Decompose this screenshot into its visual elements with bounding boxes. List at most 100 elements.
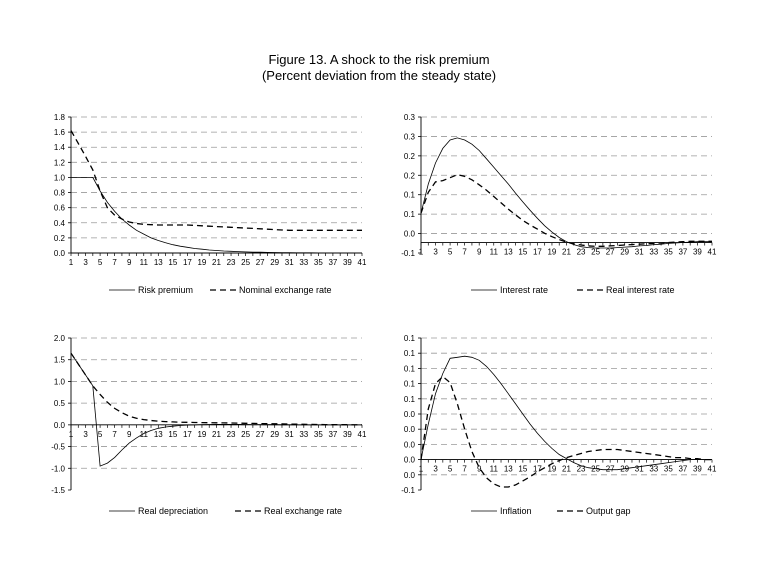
x-tick-label: 23 (227, 258, 236, 267)
y-tick-label: -0.1 (401, 486, 415, 495)
x-tick-label: 41 (358, 258, 367, 267)
y-tick-label: 0.8 (54, 189, 66, 198)
x-tick-label: 17 (183, 430, 192, 439)
x-tick-label: 7 (112, 258, 117, 267)
x-tick-label: 23 (577, 248, 586, 257)
y-tick-label: -1.5 (51, 486, 65, 495)
x-tick-label: 37 (328, 430, 337, 439)
y-tick-label: 1.0 (54, 173, 66, 182)
x-tick-label: 5 (98, 430, 103, 439)
chart-risk-premium: 0.00.20.40.60.81.01.21.41.61.81 3 5 7 9 11 13 1… (54, 113, 367, 295)
x-tick-label: 41 (708, 465, 717, 474)
x-tick-label: 21 (562, 465, 571, 474)
x-tick-label: 13 (154, 258, 163, 267)
y-tick-label: 0.2 (404, 152, 416, 161)
y-tick-label: 0.1 (404, 395, 416, 404)
series-line-interest-rate (420, 137, 712, 249)
y-tick-label: -0.1 (401, 249, 415, 258)
x-tick-label: 25 (241, 430, 250, 439)
y-tick-label: 1.0 (54, 377, 66, 386)
x-tick-label: 35 (664, 248, 673, 257)
y-tick-label: 1.2 (54, 158, 66, 167)
x-tick-label: 27 (256, 258, 265, 267)
legend-label-risk-premium: Risk premium (138, 285, 193, 295)
x-tick-label: 29 (270, 430, 279, 439)
x-tick-label: 21 (212, 258, 221, 267)
x-tick-label: 33 (299, 430, 308, 439)
y-tick-label: 0.1 (404, 210, 416, 219)
x-tick-label: 17 (533, 248, 542, 257)
x-tick-label: 7 (112, 430, 117, 439)
x-tick-label: 15 (168, 258, 177, 267)
x-tick-label: 13 (504, 465, 513, 474)
x-tick-label: 19 (547, 248, 556, 257)
y-tick-label: 0.2 (404, 171, 416, 180)
legend-label-nominal-exchange-rate: Nominal exchange rate (239, 285, 332, 295)
x-tick-label: 19 (197, 430, 206, 439)
x-tick-label: 13 (154, 430, 163, 439)
series-line-risk-premium (71, 177, 362, 254)
y-tick-label: 1.4 (54, 143, 66, 152)
y-tick-label: 0.1 (404, 380, 416, 389)
x-tick-label: 37 (678, 465, 687, 474)
x-tick-label: 27 (606, 465, 615, 474)
figure-title: Figure 13. A shock to the risk premium (268, 52, 490, 67)
x-tick-label: 15 (518, 248, 527, 257)
x-tick-label: 39 (693, 248, 702, 257)
y-tick-label: 2.0 (54, 334, 66, 343)
y-tick-label: 0.0 (404, 456, 416, 465)
x-tick-label: 33 (299, 258, 308, 267)
x-tick-label: 35 (314, 258, 323, 267)
y-tick-label: 0.0 (54, 249, 66, 258)
y-tick-label: 1.6 (54, 128, 66, 137)
y-tick-label: -1.0 (51, 464, 65, 473)
x-tick-label: 1 (69, 258, 74, 267)
y-tick-label: 0.5 (54, 399, 66, 408)
y-tick-label: 0.0 (404, 471, 416, 480)
x-tick-label: 25 (241, 258, 250, 267)
y-tick-label: 0.1 (404, 349, 416, 358)
x-tick-label: 13 (504, 248, 513, 257)
y-tick-label: 0.0 (404, 440, 416, 449)
legend-label-real-exchange-rate: Real exchange rate (264, 506, 342, 516)
chart-interest-rate: -0.10.00.10.10.20.20.30.31 3 5 7 9 11 13 15 17 19… (401, 113, 717, 295)
series-line-output-gap (420, 375, 712, 488)
x-tick-label: 41 (358, 430, 367, 439)
x-tick-label: 35 (314, 430, 323, 439)
x-tick-label: 31 (285, 258, 294, 267)
x-tick-label: 9 (477, 248, 482, 257)
y-tick-label: 0.0 (404, 230, 416, 239)
chart-real-depreciation: -1.5-1.0-0.50.00.51.01.52.01 3 5 7 9 11 13 15 17… (51, 334, 367, 516)
legend-label-interest-rate: Interest rate (500, 285, 548, 295)
x-tick-label: 9 (477, 465, 482, 474)
series-line-nominal-exchange-rate (70, 130, 362, 231)
x-tick-label: 1 (419, 248, 424, 257)
x-tick-label: 5 (448, 465, 453, 474)
x-tick-label: 17 (533, 465, 542, 474)
y-tick-label: 0.3 (404, 113, 416, 122)
x-tick-label: 39 (343, 258, 352, 267)
y-tick-label: 0.0 (54, 421, 66, 430)
x-tick-label: 15 (518, 465, 527, 474)
series-line-real-exchange-rate (70, 352, 362, 426)
x-tick-label: 37 (678, 248, 687, 257)
x-tick-label: 5 (98, 258, 103, 267)
y-tick-label: 0.4 (54, 219, 66, 228)
y-tick-label: 0.1 (404, 364, 416, 373)
legend-label-output-gap: Output gap (586, 506, 631, 516)
x-tick-label: 31 (635, 248, 644, 257)
x-tick-label: 19 (547, 465, 556, 474)
y-tick-label: 1.8 (54, 113, 66, 122)
x-tick-label: 29 (270, 258, 279, 267)
x-tick-label: 11 (140, 258, 149, 267)
series-line-real-interest-rate (420, 174, 712, 247)
x-tick-label: 15 (168, 430, 177, 439)
x-tick-label: 23 (227, 430, 236, 439)
x-tick-label: 29 (620, 465, 629, 474)
x-tick-label: 21 (212, 430, 221, 439)
x-tick-label: 31 (285, 430, 294, 439)
x-tick-label: 11 (490, 465, 499, 474)
x-tick-label: 3 (433, 248, 438, 257)
x-tick-label: 19 (197, 258, 206, 267)
x-tick-label: 27 (256, 430, 265, 439)
